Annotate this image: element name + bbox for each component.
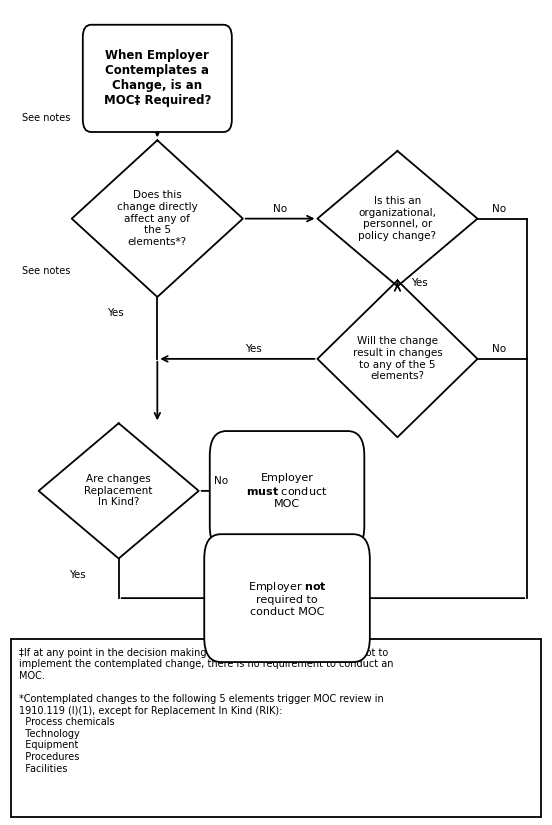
Text: Does this
change directly
affect any of
the 5
elements*?: Does this change directly affect any of … bbox=[117, 191, 198, 247]
Text: Are changes
Replacement
In Kind?: Are changes Replacement In Kind? bbox=[84, 474, 153, 507]
Text: ‡If at any point in the decision making process the employer decides not to
impl: ‡If at any point in the decision making … bbox=[19, 648, 394, 774]
Text: No: No bbox=[214, 476, 228, 486]
Text: Will the change
result in changes
to any of the 5
elements?: Will the change result in changes to any… bbox=[353, 337, 442, 381]
Text: Yes: Yes bbox=[108, 309, 124, 318]
Text: No: No bbox=[492, 204, 507, 214]
FancyBboxPatch shape bbox=[210, 431, 364, 551]
Text: No: No bbox=[273, 204, 287, 214]
FancyBboxPatch shape bbox=[204, 535, 370, 662]
Text: See notes: See notes bbox=[22, 113, 71, 123]
Text: Yes: Yes bbox=[69, 570, 86, 580]
Text: Yes: Yes bbox=[246, 344, 262, 354]
Text: Employer $\mathbf{not}$
required to
conduct MOC: Employer $\mathbf{not}$ required to cond… bbox=[248, 579, 326, 617]
Text: Is this an
organizational,
personnel, or
policy change?: Is this an organizational, personnel, or… bbox=[358, 196, 437, 241]
Text: Employer
$\mathbf{must}$ conduct
MOC: Employer $\mathbf{must}$ conduct MOC bbox=[246, 473, 328, 509]
Bar bbox=[11, 639, 541, 817]
Text: When Employer
Contemplates a
Change, is an
MOC‡ Required?: When Employer Contemplates a Change, is … bbox=[104, 50, 211, 107]
Text: No: No bbox=[492, 344, 507, 354]
Text: Yes: Yes bbox=[411, 278, 428, 289]
FancyBboxPatch shape bbox=[83, 25, 232, 132]
Text: See notes: See notes bbox=[22, 266, 71, 276]
